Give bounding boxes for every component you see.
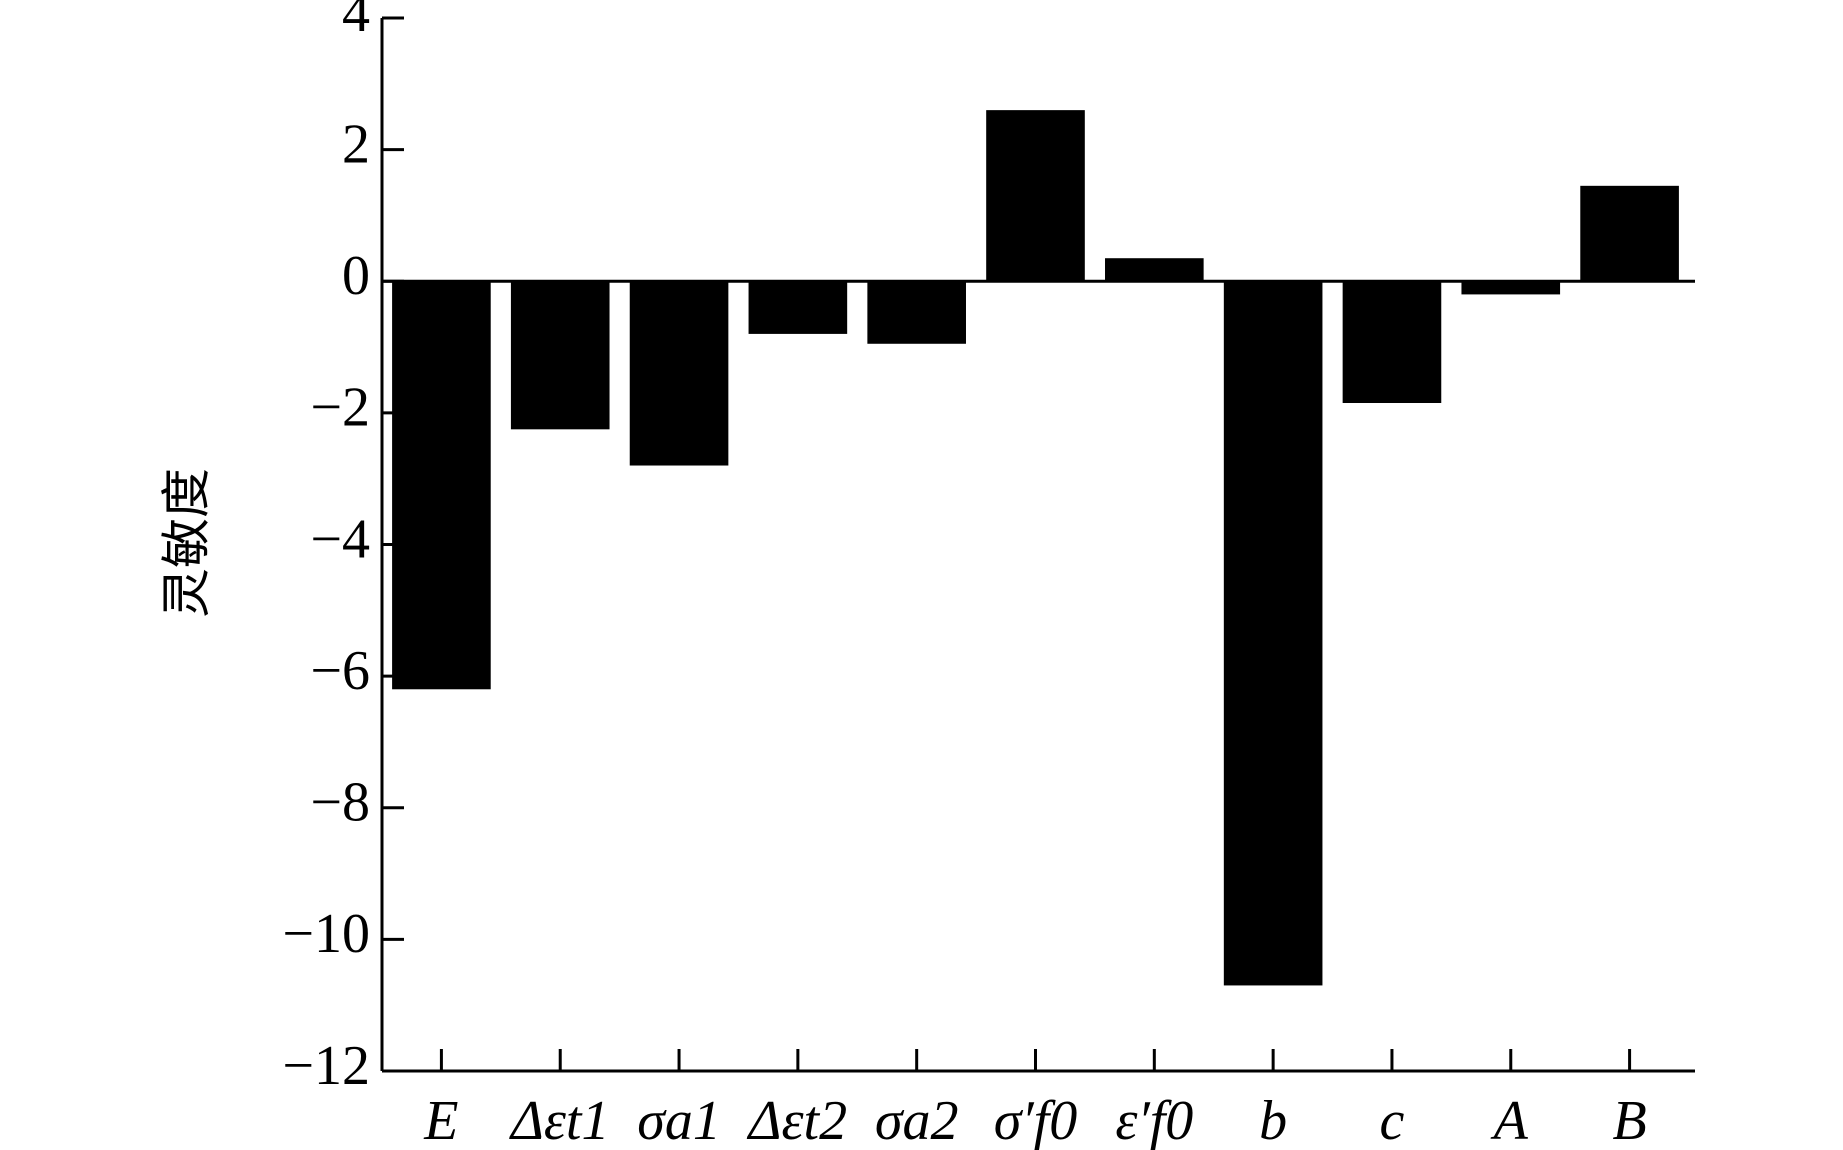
y-axis-label: 灵敏度 xyxy=(158,468,216,618)
y-tick-label: −8 xyxy=(310,772,370,834)
x-tick-label: b xyxy=(1259,1090,1287,1150)
bar xyxy=(1461,281,1561,295)
x-tick-label: E xyxy=(423,1090,458,1150)
y-tick-label: −10 xyxy=(282,903,370,965)
x-tick-label: σ′f0 xyxy=(994,1090,1077,1150)
x-tick-label: c xyxy=(1380,1090,1405,1150)
bar xyxy=(1342,281,1442,404)
x-tick-label: σa1 xyxy=(637,1090,721,1150)
y-tick-label: −2 xyxy=(310,377,370,439)
bar xyxy=(1580,185,1679,282)
bar xyxy=(867,281,966,344)
y-tick-label: 4 xyxy=(342,0,370,44)
bar xyxy=(986,110,1085,282)
x-tick-label: Δεt1 xyxy=(509,1090,610,1150)
bar xyxy=(510,281,610,430)
x-tick-label: ε′f0 xyxy=(1115,1090,1193,1150)
bar xyxy=(1223,281,1323,986)
x-tick-label: B xyxy=(1612,1090,1646,1150)
bar xyxy=(392,281,491,690)
y-tick-label: −4 xyxy=(310,508,370,570)
y-tick-label: −6 xyxy=(310,640,370,702)
bar xyxy=(748,281,848,334)
y-tick-label: −12 xyxy=(282,1035,370,1097)
bar xyxy=(629,281,729,466)
x-tick-label: A xyxy=(1490,1090,1529,1150)
bar xyxy=(1105,258,1204,282)
x-tick-label: Δεt2 xyxy=(747,1090,848,1150)
y-tick-label: 2 xyxy=(342,113,370,175)
y-tick-label: 0 xyxy=(342,245,370,307)
x-tick-label: σa2 xyxy=(875,1090,959,1150)
